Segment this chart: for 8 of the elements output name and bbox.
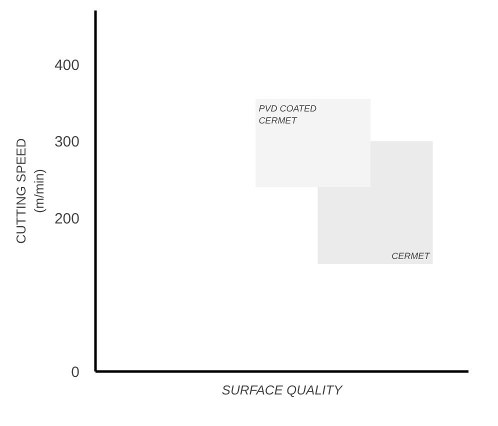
y-tick-label: 200 [54,210,80,228]
x-axis-title: SURFACE QUALITY [222,382,344,398]
y-axis-title: CUTTING SPEED (m/min) [13,138,46,244]
y-tick-label: 300 [54,134,80,151]
series-label: PVD COATED CERMET [258,103,318,126]
y-tick-label: 400 [54,56,80,74]
series-label: CERMET [392,250,432,261]
y-tick-label: 0 [71,364,80,381]
